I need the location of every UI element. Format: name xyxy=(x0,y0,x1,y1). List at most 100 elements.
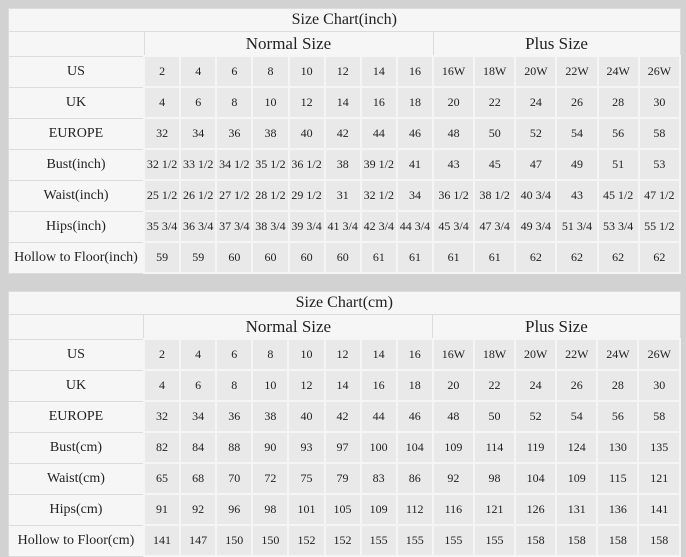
size-cell: 49 xyxy=(555,148,599,181)
size-cell: 36 xyxy=(215,400,254,433)
size-cell: 36 3/4 xyxy=(179,210,218,243)
size-cell: 14 xyxy=(323,369,362,402)
size-cell: 68 xyxy=(179,462,218,495)
size-chart-cm-table: Size Chart(cm) Normal Size Plus Size US 2 4 6 8… xyxy=(7,291,681,557)
size-cell: 119 xyxy=(514,431,558,464)
size-cell: 124 xyxy=(555,431,599,464)
size-cell: 16 xyxy=(359,369,398,402)
table-row: US 2 4 6 8 10 12 14 16 16W 18W 20W 22W 24W 26W xyxy=(8,55,682,88)
size-cell: 58 xyxy=(637,117,682,150)
size-cell: 14 xyxy=(359,55,398,88)
size-cell: 42 xyxy=(323,117,362,150)
table-row: Hips(inch) 35 3/4 36 3/4 37 3/4 38 3/4 39 3/4… xyxy=(8,210,682,243)
size-cell: 112 xyxy=(395,493,434,526)
table-row: EUROPE 32 34 36 38 40 42 44 46 48 50 52 54 56 58 xyxy=(8,117,682,150)
size-cell: 54 xyxy=(555,400,599,433)
size-cell: 12 xyxy=(287,369,326,402)
size-cell: 24 xyxy=(514,86,558,119)
size-cell: 130 xyxy=(596,431,640,464)
size-cell: 91 xyxy=(142,493,182,526)
size-cell: 45 xyxy=(473,148,517,181)
size-cell: 26 1/2 xyxy=(179,179,218,212)
size-cell: 96 xyxy=(215,493,254,526)
size-cell: 20 xyxy=(431,86,476,119)
row-label: EUROPE xyxy=(8,117,145,150)
size-cell: 109 xyxy=(359,493,398,526)
size-cell: 50 xyxy=(472,400,517,433)
size-cell: 82 xyxy=(142,431,182,464)
size-cell: 38 xyxy=(251,400,290,433)
size-cell: 36 1/2 xyxy=(287,148,326,181)
size-cell: 32 1/2 xyxy=(359,179,398,212)
group-header: Normal Size xyxy=(143,314,434,340)
size-cell: 56 xyxy=(596,117,640,150)
size-cell: 52 xyxy=(514,400,558,433)
size-cell: 24W xyxy=(596,338,640,371)
size-cell: 141 xyxy=(637,493,681,526)
size-cell: 51 xyxy=(596,148,640,181)
size-cell: 8 xyxy=(215,86,254,119)
size-cell: 104 xyxy=(395,431,434,464)
size-cell: 8 xyxy=(215,369,254,402)
size-cell: 92 xyxy=(179,493,218,526)
size-cell: 38 3/4 xyxy=(251,210,290,243)
size-cell: 18 xyxy=(395,369,434,402)
table-title: Size Chart(inch) xyxy=(8,8,681,32)
size-cell: 86 xyxy=(395,462,434,495)
size-cell: 43 xyxy=(431,148,476,181)
size-cell: 40 3/4 xyxy=(514,179,558,212)
size-cell: 126 xyxy=(514,493,558,526)
size-cell: 62 xyxy=(637,241,682,274)
size-cell: 31 xyxy=(323,179,362,212)
size-cell: 60 xyxy=(215,241,254,274)
row-label: Bust(cm) xyxy=(7,431,145,464)
size-cell: 8 xyxy=(251,55,290,88)
size-cell: 20 xyxy=(431,369,475,402)
size-cell: 136 xyxy=(596,493,640,526)
size-cell: 65 xyxy=(142,462,182,495)
row-label: US xyxy=(7,338,145,371)
group-header: Normal Size xyxy=(143,31,434,57)
size-cell: 41 3/4 xyxy=(323,210,362,243)
size-cell: 90 xyxy=(251,431,290,464)
table-row: Hips(cm) 91 92 96 98 101 105 109 112 116 121 126 131… xyxy=(7,493,681,526)
size-cell: 97 xyxy=(323,431,362,464)
size-cell: 36 1/2 xyxy=(431,179,476,212)
size-cell: 20W xyxy=(514,338,558,371)
size-cell: 24 xyxy=(514,369,558,402)
size-cell: 101 xyxy=(287,493,326,526)
size-cell: 47 1/2 xyxy=(637,179,682,212)
size-chart-inch-table: Size Chart(inch) Normal Size Plus Size US 2 4… xyxy=(8,8,682,274)
row-label: US xyxy=(8,55,145,88)
size-cell: 121 xyxy=(472,493,517,526)
table-row: Hollow to Floor(inch) 59 59 60 60 60 60 61 61 61 6… xyxy=(8,241,682,274)
size-cell: 10 xyxy=(287,55,326,88)
size-cell: 58 xyxy=(637,400,681,433)
size-cell: 60 xyxy=(287,241,326,274)
table-row: Bust(inch) 32 1/2 33 1/2 34 1/2 35 1/2 36 1/2… xyxy=(8,148,682,181)
row-label: Hips(cm) xyxy=(7,493,145,526)
size-cell: 61 xyxy=(359,241,398,274)
size-cell: 45 1/2 xyxy=(596,179,640,212)
row-label: Waist(cm) xyxy=(7,462,145,495)
size-cell: 39 1/2 xyxy=(359,148,398,181)
size-cell: 26W xyxy=(637,55,682,88)
size-cell: 32 xyxy=(142,117,182,150)
group-header-row: Normal Size Plus Size xyxy=(8,31,681,57)
size-cell: 22W xyxy=(555,55,599,88)
size-cell: 100 xyxy=(359,431,398,464)
size-cell: 27 1/2 xyxy=(215,179,254,212)
size-cell: 6 xyxy=(179,86,218,119)
table-title-row: Size Chart(inch) xyxy=(8,8,681,32)
size-cell: 6 xyxy=(215,338,254,371)
size-cell: 44 3/4 xyxy=(395,210,435,243)
size-cell: 12 xyxy=(323,55,362,88)
size-cell: 121 xyxy=(637,462,681,495)
size-cell: 93 xyxy=(287,431,326,464)
size-cell: 54 xyxy=(555,117,599,150)
size-cell: 60 xyxy=(251,241,290,274)
size-cell: 6 xyxy=(179,369,218,402)
size-cell: 72 xyxy=(251,462,290,495)
size-cell: 109 xyxy=(555,462,599,495)
size-cell: 50 xyxy=(473,117,517,150)
